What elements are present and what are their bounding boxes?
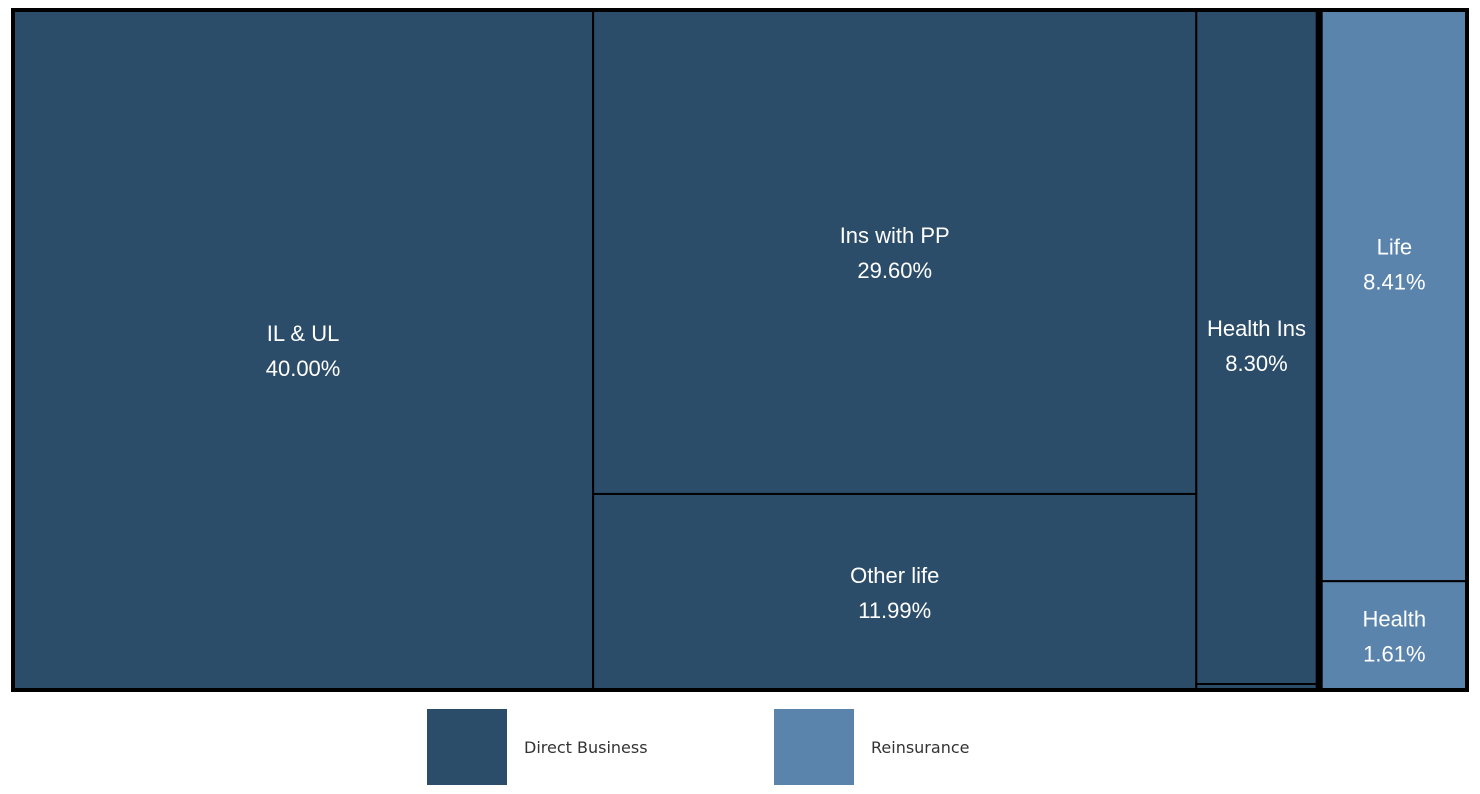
tile-label-health-ins: Health Ins <box>1207 316 1306 341</box>
group-divider <box>1316 10 1322 690</box>
tile-value-health-ins: 8.30% <box>1225 351 1287 376</box>
legend-item-reinsurance: Reinsurance <box>774 709 969 785</box>
legend-item-direct-business: Direct Business <box>427 709 648 785</box>
legend-label-direct-business: Direct Business <box>524 737 648 757</box>
tile-value-reinsurance-health: 1.61% <box>1363 642 1425 667</box>
tile-other-life <box>592 492 1198 691</box>
tile-value-ins-with-pp: 29.60% <box>857 258 932 283</box>
tile-reinsurance-life <box>1320 9 1469 583</box>
tile-health-ins <box>1195 9 1318 685</box>
tile-label-other-life: Other life <box>850 563 939 588</box>
tile-label-il-ul: IL & UL <box>267 321 340 346</box>
tile-label-ins-with-pp: Ins with PP <box>840 223 950 248</box>
legend: Direct Business Reinsurance <box>0 709 1480 785</box>
legend-swatch-reinsurance <box>774 709 854 785</box>
tile-il-ul <box>12 9 595 691</box>
treemap-chart: IL & UL 40.00% Ins with PP 29.60% Other life… <box>11 8 1469 692</box>
tile-label-reinsurance-health: Health <box>1363 607 1427 632</box>
tile-value-il-ul: 40.00% <box>266 356 341 381</box>
tile-label-reinsurance-life: Life <box>1377 235 1412 260</box>
tile-ins-with-pp <box>592 9 1198 495</box>
tile-value-reinsurance-life: 8.41% <box>1363 270 1425 295</box>
tile-reinsurance-health <box>1320 580 1469 692</box>
legend-swatch-direct-business <box>427 709 507 785</box>
legend-label-reinsurance: Reinsurance <box>871 737 970 757</box>
plot-frame <box>11 8 1469 692</box>
tile-value-other-life: 11.99% <box>858 598 931 623</box>
